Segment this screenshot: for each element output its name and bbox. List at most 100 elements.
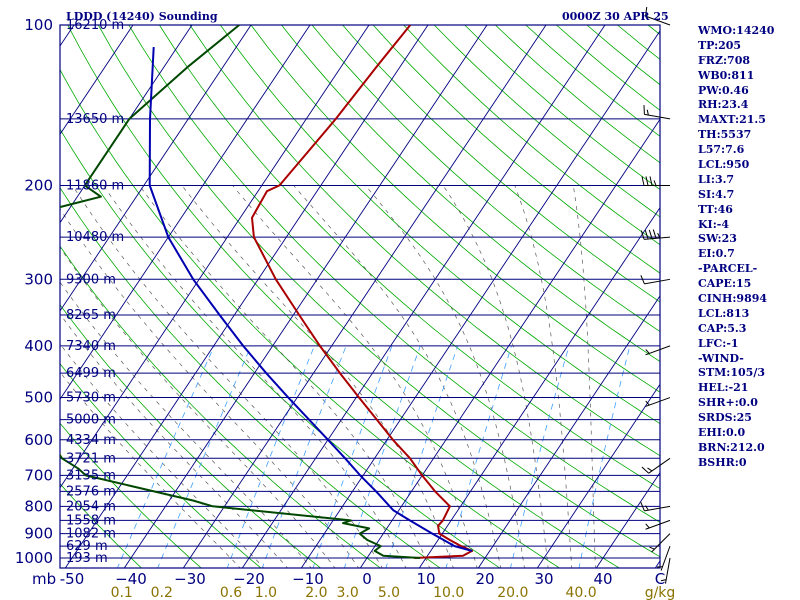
sounding-profiles bbox=[60, 25, 473, 559]
wind-barb-feather bbox=[657, 232, 661, 239]
sounding-index-item: -WIND- bbox=[698, 351, 744, 365]
moist-adiabat bbox=[514, 185, 573, 568]
mixing-ratio-line bbox=[578, 345, 631, 568]
sounding-index-item: WMO:14240 bbox=[698, 24, 775, 37]
pressure-tick-label: 100 bbox=[24, 16, 53, 34]
mixing-ratio-tick-label: 1.0 bbox=[255, 585, 277, 600]
sounding-index-item: L57:7.6 bbox=[698, 143, 745, 157]
plot-frame bbox=[59, 24, 661, 569]
height-label: 2576 m bbox=[66, 484, 116, 499]
wind-barb-feather bbox=[648, 229, 653, 239]
height-label: 193 m bbox=[66, 551, 108, 566]
wind-barb-feather bbox=[645, 6, 648, 17]
isotherm bbox=[418, 206, 660, 568]
wind-barb-feather bbox=[653, 180, 657, 186]
sounding-index-item: CAP:5.3 bbox=[698, 321, 747, 335]
isotherm bbox=[64, 25, 429, 568]
height-label: 3135 m bbox=[66, 468, 116, 483]
mixing-ratio-line bbox=[385, 345, 459, 568]
sounding-index-item: SW:23 bbox=[698, 232, 737, 246]
wind-barb-feather bbox=[645, 400, 650, 406]
sounding-index-item: WB0:811 bbox=[698, 68, 755, 82]
moist-adiabat bbox=[139, 185, 431, 568]
pressure-tick-label: 400 bbox=[24, 337, 53, 355]
sounding-index-item: LI:3.7 bbox=[698, 172, 735, 186]
wind-barb-feather bbox=[647, 467, 653, 472]
height-label: 11860 m bbox=[66, 178, 124, 193]
wind-barb-staff bbox=[644, 113, 671, 120]
moist-adiabat bbox=[103, 185, 407, 568]
sounding-index-item: STM:105/3 bbox=[698, 366, 765, 380]
moist-adiabat bbox=[60, 343, 265, 568]
pressure-tick-label: 300 bbox=[24, 270, 53, 288]
isotherm bbox=[60, 25, 193, 224]
sounding-index-item: PW:0.46 bbox=[698, 83, 749, 97]
dry-adiabat bbox=[281, 25, 660, 362]
temperature-unit-label: C bbox=[655, 570, 665, 588]
sounding-index-item: LCL:950 bbox=[698, 158, 750, 172]
pressure-tick-label: 200 bbox=[24, 176, 53, 194]
wind-barb-feather bbox=[641, 176, 645, 186]
temperature-line bbox=[251, 25, 473, 559]
sounding-index-item: BSHR:0 bbox=[698, 455, 747, 469]
station-title: LDDD (14240) Sounding bbox=[66, 10, 218, 23]
temperature-tick-label: 10 bbox=[416, 570, 435, 588]
sounding-index-item: LFC:-1 bbox=[698, 336, 739, 350]
wind-barb-feather bbox=[649, 546, 655, 550]
pressure-tick-label: 700 bbox=[24, 466, 53, 484]
sounding-index-item: TP:205 bbox=[698, 38, 742, 52]
temperature-tick-label: −20 bbox=[233, 570, 265, 588]
sounding-index-item: EI:0.7 bbox=[698, 247, 735, 261]
dry-adiabat bbox=[311, 25, 660, 332]
dry-adiabat bbox=[60, 186, 441, 568]
dry-adiabat bbox=[97, 25, 660, 558]
pressure-tick-label: 1000 bbox=[15, 549, 53, 567]
height-label: 10480 m bbox=[66, 230, 124, 245]
sounding-index-item: CAPE:15 bbox=[698, 277, 752, 291]
mixing-ratio-unit-label: g/kg bbox=[645, 585, 676, 600]
wind-barb-staff bbox=[645, 15, 671, 26]
isotherm bbox=[300, 30, 660, 568]
wind-barb-staff bbox=[660, 545, 671, 571]
mixing-ratio-tick-label: 20.0 bbox=[497, 585, 528, 600]
mixing-ratio-line bbox=[343, 345, 421, 568]
isotherm bbox=[0, 13, 23, 569]
height-label: 9300 m bbox=[66, 272, 116, 287]
mixing-ratio-line bbox=[261, 345, 347, 568]
height-label: 629 m bbox=[66, 539, 108, 554]
wind-barb-feather bbox=[645, 176, 649, 186]
wind-barb-staff bbox=[648, 457, 671, 474]
sounding-index-item: EHI:0.0 bbox=[698, 426, 746, 440]
sounding-index-item: SHR+:0.0 bbox=[698, 396, 758, 410]
wind-barb-feather bbox=[645, 505, 649, 511]
temperature-tick-label: 30 bbox=[534, 570, 553, 588]
dry-adiabat bbox=[60, 422, 202, 568]
dry-adiabat bbox=[342, 25, 660, 303]
moist-adiabat bbox=[365, 185, 525, 568]
plot-border bbox=[59, 24, 661, 569]
wind-barb-feather bbox=[645, 349, 650, 354]
height-label: 13650 m bbox=[66, 112, 124, 127]
mixing-ratio-tick-label: 5.0 bbox=[378, 585, 400, 600]
height-label: 1082 m bbox=[66, 527, 116, 542]
dry-adiabats bbox=[60, 25, 660, 568]
moist-adiabat bbox=[293, 185, 502, 568]
wind-barb-staff bbox=[645, 519, 671, 530]
moist-adiabat bbox=[181, 185, 454, 568]
mixing-ratio-line bbox=[510, 345, 570, 568]
wind-barb-feather bbox=[660, 579, 667, 582]
wind-barb-feather bbox=[640, 502, 645, 512]
isotherm bbox=[60, 25, 311, 401]
wind-barb-staff bbox=[644, 278, 671, 285]
mixing-ratio-tick-label: 0.6 bbox=[220, 585, 242, 600]
dry-adiabat bbox=[220, 25, 660, 425]
wind-barb-staff bbox=[645, 397, 671, 407]
isotherm bbox=[359, 118, 660, 568]
mixing-ratio-tick-label: 2.0 bbox=[305, 585, 327, 600]
isotherm bbox=[595, 471, 660, 568]
height-label: 5730 m bbox=[66, 391, 116, 406]
moist-adiabat bbox=[60, 208, 359, 568]
wind-barb-staff bbox=[645, 345, 671, 356]
dewpoint-line bbox=[60, 25, 421, 559]
